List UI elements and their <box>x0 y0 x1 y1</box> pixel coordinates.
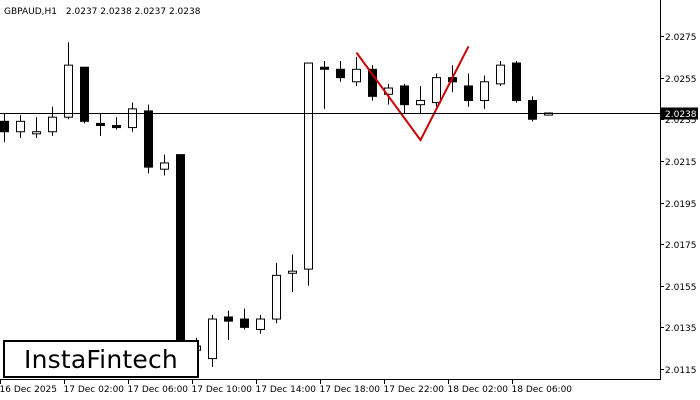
y-tick-label: 2.0155 <box>665 283 697 293</box>
candle <box>160 154 169 176</box>
candle-body-up <box>272 274 281 320</box>
candle <box>64 42 73 120</box>
candle-body-up <box>352 68 361 83</box>
candle <box>48 106 57 136</box>
candle <box>352 56 361 86</box>
candle <box>16 115 25 138</box>
x-tick-label: 16 Dec 2025 <box>0 385 57 395</box>
y-tick-label: 2.0135 <box>665 324 697 334</box>
candle-body-up <box>432 77 441 104</box>
candle-body-up <box>288 270 297 274</box>
pattern-layer <box>355 45 470 142</box>
x-tick-label: 17 Dec 10:00 <box>192 385 253 395</box>
candle-body-down <box>224 316 233 322</box>
ohlc-values: 2.0237 2.0238 2.0237 2.0238 <box>66 7 201 17</box>
y-tick-label: 2.0175 <box>665 241 697 251</box>
candle-body-up <box>16 120 25 133</box>
candle <box>528 96 537 122</box>
candle <box>256 314 265 334</box>
candle-body-up <box>64 64 73 118</box>
current-price-label-text: 2.0238 <box>665 110 697 120</box>
candle-body-up <box>496 64 505 85</box>
x-tick-label: 18 Dec 06:00 <box>512 385 573 395</box>
candle-body-down <box>0 120 9 133</box>
x-tick-label: 18 Dec 02:00 <box>448 385 509 395</box>
y-tick-label: 2.0115 <box>665 366 697 376</box>
candle <box>464 73 473 107</box>
chart-title: GBPAUD,H1 2.0237 2.0238 2.0237 2.0238 <box>4 7 201 17</box>
candle <box>320 60 329 109</box>
candle-body-up <box>208 318 217 360</box>
candle-body-down <box>512 62 521 102</box>
candle <box>496 60 505 86</box>
candle-body-up <box>416 100 425 106</box>
candle <box>272 262 281 324</box>
double-top-pattern-line <box>355 45 470 142</box>
candle-body-up <box>256 318 265 330</box>
y-tick-label: 2.0235 <box>665 116 697 126</box>
x-tick-label: 17 Dec 06:00 <box>128 385 189 395</box>
candle <box>368 65 377 101</box>
candle-body-up <box>32 131 41 135</box>
y-axis-ticks: 2.0275 2.0255 2.0235 2.0215 2.0195 2.0175 2.01… <box>660 33 697 376</box>
candle <box>144 104 153 174</box>
symbol-label: GBPAUD,H1 <box>4 7 57 17</box>
plot-area <box>0 0 660 379</box>
candle <box>336 60 345 82</box>
candle <box>480 75 489 109</box>
x-tick-label: 17 Dec 02:00 <box>64 385 125 395</box>
x-tick-label: 17 Dec 22:00 <box>384 385 445 395</box>
candle <box>208 314 217 367</box>
candle-body-down <box>112 124 121 129</box>
instafintech-logo: InstaFintech <box>3 340 199 378</box>
candle <box>432 73 441 107</box>
y-tick-label: 2.0215 <box>665 158 697 168</box>
current-price-label: 2.0238 <box>661 107 698 120</box>
candle-body-down <box>80 66 89 122</box>
candle-body-up <box>160 162 169 170</box>
candle-body-up <box>48 116 57 133</box>
candle-body-down <box>240 318 249 328</box>
candle-body-down <box>336 68 345 79</box>
candle-body-down <box>144 110 153 168</box>
x-axis-ticks: 16 Dec 2025 17 Dec 02:00 17 Dec 06:00 17 De… <box>0 379 572 395</box>
candle <box>224 310 233 340</box>
candle <box>128 102 137 132</box>
current-price-label-bg <box>661 107 698 120</box>
y-tick-label: 2.0255 <box>665 75 697 85</box>
candle-body-down <box>528 100 537 120</box>
candle <box>240 308 249 330</box>
y-tick-label: 2.0275 <box>665 33 697 43</box>
candle <box>288 254 297 292</box>
y-tick-label: 2.0195 <box>665 200 697 210</box>
logo-text: InstaFintech <box>24 344 178 374</box>
candle <box>0 113 9 143</box>
candle <box>176 154 185 357</box>
candle-body-down <box>368 68 377 97</box>
candle <box>96 113 105 136</box>
candle <box>512 60 521 103</box>
candle-body-down <box>176 154 185 351</box>
candle-body-up <box>480 81 489 102</box>
x-tick-label: 17 Dec 18:00 <box>320 385 381 395</box>
candle-body-up <box>128 108 137 129</box>
candle <box>32 117 41 138</box>
candle-body-down <box>464 85 473 102</box>
candle <box>304 62 313 286</box>
candle-body-down <box>320 66 329 70</box>
candle <box>400 83 409 114</box>
candle <box>112 117 121 130</box>
candle <box>80 66 89 124</box>
candle-body-up <box>304 62 313 270</box>
candle-body-down <box>96 122 105 126</box>
candle-body-down <box>400 85 409 106</box>
candles-layer <box>0 42 553 367</box>
x-tick-label: 17 Dec 14:00 <box>256 385 317 395</box>
candle <box>416 85 425 114</box>
